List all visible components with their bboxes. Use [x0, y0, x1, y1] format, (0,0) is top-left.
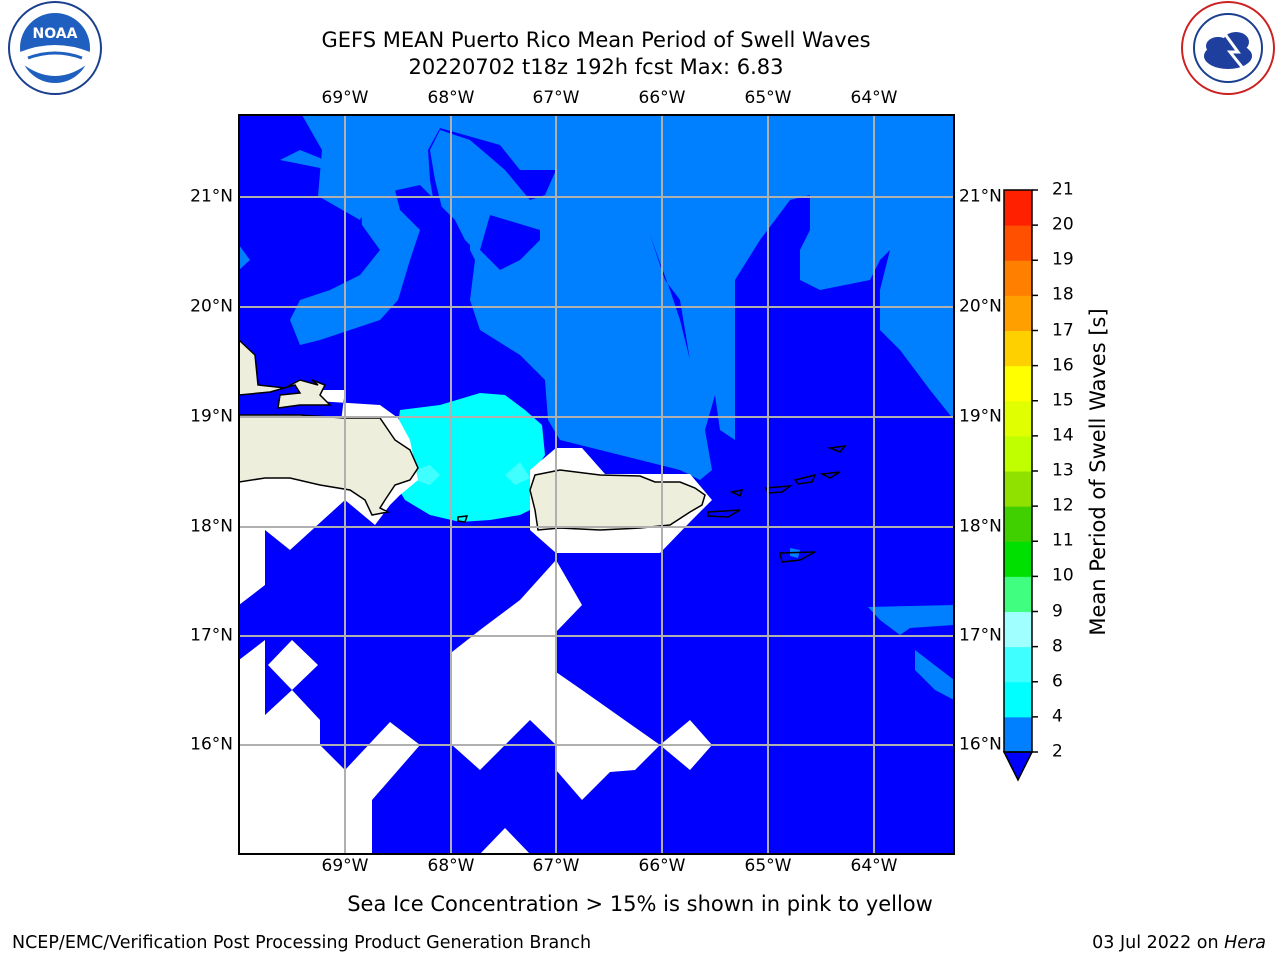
colorbar-tick-label: 2 — [1052, 741, 1063, 762]
lat-label-left: 17°N — [190, 625, 233, 646]
colorbar-segment — [1004, 576, 1032, 612]
sea-ice-footnote: Sea Ice Concentration > 15% is shown in … — [347, 892, 933, 916]
lon-label-bottom: 68°W — [427, 856, 475, 876]
map-field — [239, 115, 954, 854]
colorbar-tick-label: 11 — [1052, 530, 1074, 551]
lon-label-top: 67°W — [532, 88, 580, 108]
colorbar-tick-label: 10 — [1052, 565, 1074, 586]
colorbar-tick-label: 9 — [1052, 601, 1063, 621]
credit-line: NCEP/EMC/Verification Post Processing Pr… — [12, 933, 592, 953]
colorbar-segment — [1004, 716, 1032, 753]
lat-label-right: 21°N — [959, 186, 1002, 207]
colorbar-tick-label: 20 — [1052, 214, 1074, 235]
lat-label-left: 19°N — [190, 406, 233, 427]
lon-label-top: 69°W — [321, 88, 369, 108]
lat-label-left: 21°N — [190, 186, 233, 207]
date-stamp: 03 Jul 2022 on Hera — [1092, 933, 1266, 953]
colorbar-segment — [1004, 471, 1032, 507]
colorbar-tick-label: 16 — [1052, 355, 1074, 376]
colorbar-tick-label: 13 — [1052, 460, 1074, 481]
lon-label-bottom: 65°W — [744, 856, 792, 876]
lat-label-right: 18°N — [959, 516, 1002, 537]
plot-subtitle: 20220702 t18z 192h fcst Max: 6.83 — [408, 55, 784, 79]
plot-title: GEFS MEAN Puerto Rico Mean Period of Swe… — [321, 28, 871, 52]
colorbar — [1002, 189, 1038, 782]
lat-label-right: 19°N — [959, 406, 1002, 427]
lat-label-right: 17°N — [959, 625, 1002, 646]
lon-label-top: 68°W — [427, 88, 475, 108]
colorbar-segment — [1004, 400, 1032, 437]
lon-label-top: 65°W — [744, 88, 792, 108]
colorbar-segment — [1004, 225, 1032, 261]
colorbar-tick-label: 8 — [1052, 636, 1063, 657]
colorbar-tick-label: 19 — [1052, 249, 1074, 270]
colorbar-tick-label: 4 — [1052, 706, 1063, 727]
colorbar-extend-triangle — [1002, 751, 1034, 782]
colorbar-tick-label: 17 — [1052, 320, 1074, 340]
colorbar-tick-label: 12 — [1052, 495, 1074, 516]
lat-label-right: 16°N — [959, 734, 1002, 755]
colorbar-segment — [1004, 365, 1032, 402]
colorbar-segment — [1004, 506, 1032, 542]
nws-logo — [1181, 1, 1275, 95]
colorbar-tick-label: 6 — [1052, 671, 1063, 692]
colorbar-segment — [1004, 611, 1032, 648]
lon-label-bottom: 67°W — [532, 856, 580, 876]
colorbar-tick-label: 14 — [1052, 425, 1074, 446]
svg-text:NOAA: NOAA — [33, 26, 78, 42]
lon-label-bottom: 64°W — [850, 856, 898, 876]
lat-label-left: 16°N — [190, 734, 233, 755]
noaa-logo: NOAA — [8, 1, 102, 95]
host-name: Hera — [1224, 933, 1266, 953]
colorbar-label: Mean Period of Swell Waves [s] — [1086, 308, 1110, 636]
colorbar-segment — [1004, 541, 1032, 577]
lon-label-bottom: 69°W — [321, 856, 369, 876]
colorbar-segment — [1004, 295, 1032, 331]
colorbar-tick-label: 18 — [1052, 284, 1074, 305]
colorbar-tick-label: 15 — [1052, 390, 1074, 411]
date-text: 03 Jul 2022 on — [1092, 933, 1219, 953]
lat-label-left: 20°N — [190, 296, 233, 317]
lat-label-left: 18°N — [190, 516, 233, 537]
colorbar-segment — [1004, 681, 1032, 718]
colorbar-segment — [1004, 435, 1032, 472]
map-frame — [238, 114, 955, 855]
lat-label-right: 20°N — [959, 296, 1002, 317]
colorbar-segment — [1004, 260, 1032, 296]
colorbar-segment — [1004, 646, 1032, 683]
lon-label-top: 64°W — [850, 88, 898, 108]
colorbar-segment — [1004, 330, 1032, 367]
lon-label-top: 66°W — [638, 88, 686, 108]
colorbar-segment — [1004, 190, 1032, 226]
colorbar-tick-label: 21 — [1052, 179, 1074, 200]
lon-label-bottom: 66°W — [638, 856, 686, 876]
